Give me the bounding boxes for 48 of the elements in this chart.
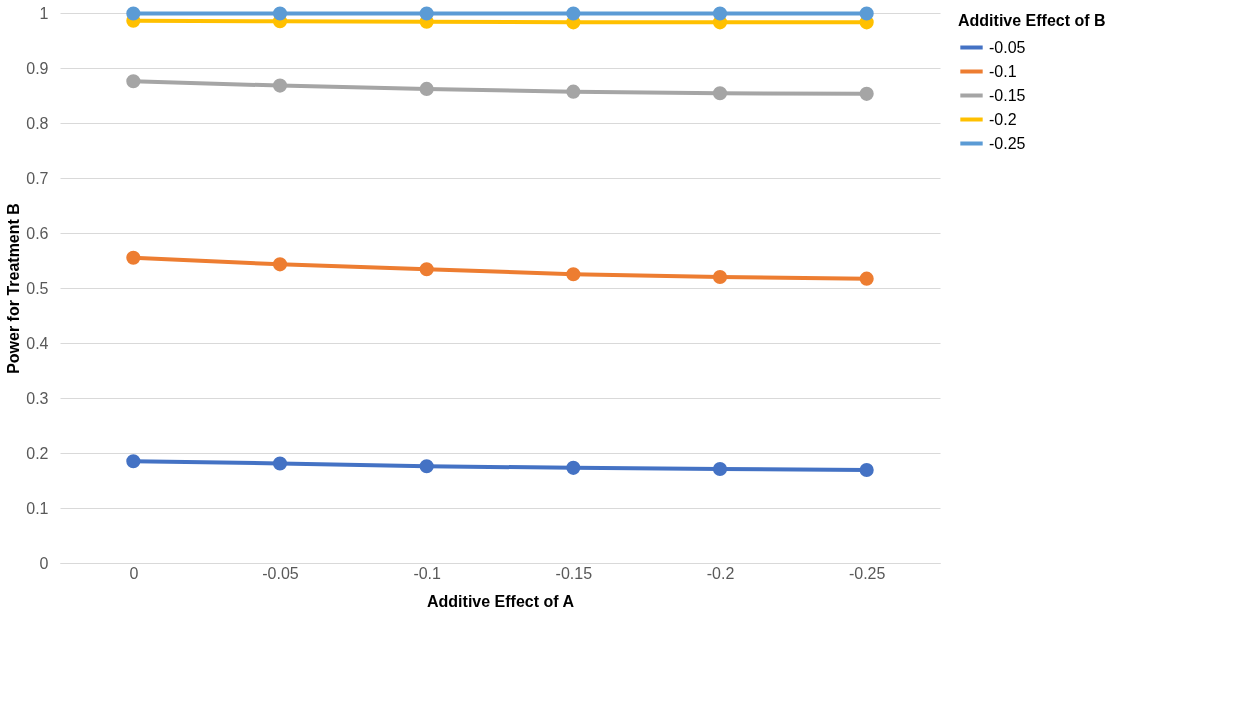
point (566, 84, 581, 99)
point (859, 6, 874, 21)
x-tick-label: 0 (129, 564, 139, 582)
point (126, 454, 141, 469)
point (419, 262, 434, 277)
y-tick-label: 0.8 (26, 114, 49, 132)
y-tick-label: 0.3 (26, 389, 49, 407)
legend-label: -0.15 (989, 86, 1026, 104)
legend-title: Additive Effect of B (958, 12, 1106, 29)
point (859, 86, 874, 101)
point (859, 271, 874, 286)
x-tick-label: -0.05 (262, 564, 299, 582)
point (712, 269, 728, 285)
point (712, 461, 728, 477)
point (272, 257, 288, 272)
y-tick-label: 0.7 (26, 169, 49, 187)
y-tick-label: 0.4 (26, 334, 49, 352)
point (566, 6, 581, 21)
point (126, 250, 141, 265)
point (859, 462, 874, 478)
point (272, 456, 288, 471)
point (419, 81, 434, 96)
point (126, 74, 141, 89)
y-tick-label: 0.6 (26, 224, 49, 242)
point (272, 78, 288, 93)
x-tick-label: -0.15 (555, 564, 593, 582)
point (419, 6, 434, 21)
y-tick-label: 0.1 (26, 499, 49, 517)
y-tick-label: 1 (39, 4, 49, 22)
y-tick-label: 0.9 (26, 59, 49, 77)
legend-label: -0.2 (989, 110, 1017, 128)
y-axis-title: Power for Treatment B (5, 203, 23, 374)
point (126, 6, 141, 21)
y-tick-label: 0.5 (26, 279, 49, 297)
point (272, 6, 288, 21)
point (419, 459, 434, 474)
point (712, 86, 728, 101)
point (566, 460, 581, 475)
legend-label: -0.05 (989, 38, 1026, 56)
legend-label: -0.25 (989, 134, 1026, 152)
point (566, 267, 581, 282)
x-axis-title: Additive Effect of A (427, 592, 575, 610)
x-tick-label: -0.25 (848, 564, 886, 582)
point (712, 6, 728, 21)
x-tick-label: -0.2 (706, 564, 735, 582)
x-tick-label: -0.1 (413, 564, 442, 582)
y-tick-label: 0.2 (26, 444, 49, 462)
legend-label: -0.1 (989, 62, 1017, 80)
